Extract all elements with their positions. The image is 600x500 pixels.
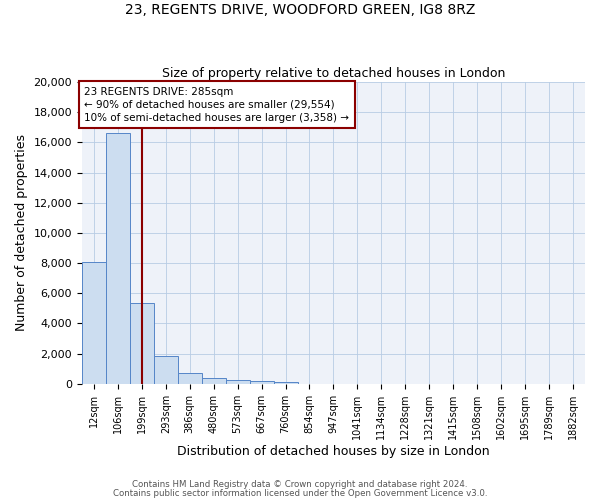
Text: Contains public sector information licensed under the Open Government Licence v3: Contains public sector information licen… bbox=[113, 490, 487, 498]
Bar bbox=[250, 382, 274, 384]
Bar bbox=[130, 303, 154, 384]
Text: 23 REGENTS DRIVE: 285sqm
← 90% of detached houses are smaller (29,554)
10% of se: 23 REGENTS DRIVE: 285sqm ← 90% of detach… bbox=[85, 86, 349, 123]
Text: 23, REGENTS DRIVE, WOODFORD GREEN, IG8 8RZ: 23, REGENTS DRIVE, WOODFORD GREEN, IG8 8… bbox=[125, 2, 475, 16]
Bar bbox=[202, 378, 226, 384]
X-axis label: Distribution of detached houses by size in London: Distribution of detached houses by size … bbox=[177, 444, 490, 458]
Y-axis label: Number of detached properties: Number of detached properties bbox=[15, 134, 28, 332]
Bar bbox=[106, 134, 130, 384]
Bar bbox=[178, 373, 202, 384]
Title: Size of property relative to detached houses in London: Size of property relative to detached ho… bbox=[162, 66, 505, 80]
Text: Contains HM Land Registry data © Crown copyright and database right 2024.: Contains HM Land Registry data © Crown c… bbox=[132, 480, 468, 489]
Bar bbox=[226, 380, 250, 384]
Bar bbox=[154, 356, 178, 384]
Bar bbox=[82, 262, 106, 384]
Bar bbox=[274, 382, 298, 384]
